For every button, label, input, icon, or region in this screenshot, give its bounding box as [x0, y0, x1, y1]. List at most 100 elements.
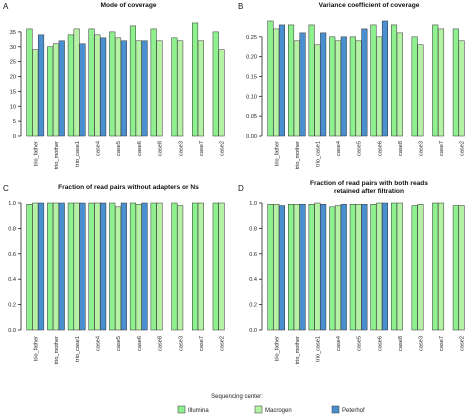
- category-label: case4: [95, 336, 101, 351]
- category-label: case2: [220, 336, 226, 351]
- bar-peterhof-case6: [381, 20, 388, 137]
- bar-illumina-case7: [432, 24, 439, 137]
- bar-peterhof-case4: [100, 37, 107, 137]
- bar-illumina-case4: [329, 206, 336, 331]
- category-label: case4: [336, 141, 342, 156]
- bar-macrogen-trio-case1: [314, 202, 321, 331]
- bar-macrogen-case4: [94, 34, 101, 137]
- panel-c: C Fraction of read pairs without adapters…: [3, 184, 226, 364]
- bar-illumina-trio-father: [267, 204, 274, 331]
- bar-macrogen-case7: [437, 202, 445, 331]
- bar-illumina-case4: [329, 36, 336, 137]
- y-tick-label: 0.6: [249, 252, 257, 258]
- panel-title-line: Fraction of read pairs without adapters …: [58, 184, 199, 191]
- bar-illumina-case7: [432, 202, 439, 331]
- bar-macrogen-case8: [396, 202, 403, 331]
- bar-macrogen-trio-case1: [73, 202, 80, 331]
- panel-letter: D: [238, 184, 244, 193]
- bar-illumina-trio-case1: [308, 24, 315, 137]
- category-label: trio_mother: [295, 141, 301, 169]
- bar-macrogen-case6: [135, 40, 142, 137]
- bar-macrogen-case3: [177, 40, 184, 137]
- bar-macrogen-case6: [135, 204, 142, 331]
- bar-macrogen-trio-father: [273, 28, 280, 137]
- legend-entries: Illumina Macrogen Peterhof: [177, 405, 365, 414]
- y-tick-label: 20: [10, 75, 16, 81]
- legend-swatch: [254, 405, 263, 414]
- bar-macrogen-case4: [334, 40, 342, 137]
- legend-label: Macrogen: [265, 408, 292, 414]
- bar-macrogen-case5: [355, 204, 362, 331]
- bar-illumina-case5: [109, 31, 116, 137]
- bar-macrogen-case8: [396, 32, 403, 137]
- panel-title-line: Mode of coverage: [100, 2, 156, 9]
- bar-illumina-trio-case1: [67, 34, 74, 137]
- category-label: trio_mother: [54, 336, 60, 364]
- legend-entry-illumina: Illumina: [177, 405, 209, 414]
- bar-illumina-case6: [370, 204, 377, 331]
- bar-illumina-case6: [129, 202, 137, 331]
- category-label: trio_case1: [316, 336, 322, 362]
- legend-title: Sequencing center:: [211, 394, 263, 400]
- category-label: case6: [137, 141, 143, 156]
- bars: [26, 22, 225, 137]
- bar-peterhof-case5: [120, 40, 127, 137]
- bar-peterhof-trio-father: [38, 202, 45, 331]
- category-label: trio_mother: [54, 141, 60, 169]
- category-label: case2: [460, 336, 466, 351]
- legend-label: Peterhof: [342, 408, 365, 414]
- bar-illumina-case4: [88, 202, 95, 331]
- bar-macrogen-trio-mother: [52, 202, 60, 331]
- y-tick-label: 0.0: [8, 328, 16, 334]
- category-label: trio_case1: [75, 336, 81, 362]
- bar-macrogen-case2: [218, 49, 225, 137]
- bar-illumina-trio-mother: [288, 204, 295, 331]
- category-label: case2: [220, 141, 226, 156]
- bar-macrogen-trio-case1: [314, 44, 321, 137]
- y-tick-label: 0.8: [249, 226, 257, 232]
- category-label: trio_father: [274, 141, 280, 166]
- y-tick-label: 30: [10, 45, 16, 51]
- bar-illumina-case6: [129, 25, 137, 137]
- bar-illumina-case2: [212, 31, 219, 137]
- bar-peterhof-case4: [340, 36, 347, 137]
- category-label: trio_case1: [75, 141, 81, 167]
- y-tick-label: 1.0: [249, 201, 257, 207]
- category-label: case4: [336, 336, 342, 351]
- bar-macrogen-case4: [94, 202, 101, 331]
- bar-macrogen-trio-mother: [293, 40, 300, 137]
- category-label: case6: [377, 336, 383, 351]
- bar-peterhof-case5: [120, 202, 127, 331]
- bar-macrogen-trio-case1: [73, 28, 80, 137]
- legend-swatch: [177, 405, 186, 414]
- category-label: case3: [419, 336, 425, 351]
- y-tick-label: 0.2: [8, 303, 16, 309]
- bar-macrogen-case6: [376, 202, 383, 331]
- y-tick-label: 0: [13, 134, 16, 140]
- bar-macrogen-case5: [355, 40, 362, 137]
- bar-macrogen-case7: [437, 28, 445, 137]
- legend: Sequencing center: Illumina Macrogen Peter…: [177, 394, 365, 414]
- y-tick-label: 25: [10, 60, 16, 66]
- bar-peterhof-case6: [141, 202, 148, 331]
- bar-macrogen-trio-father: [32, 49, 39, 137]
- bar-macrogen-case3: [417, 204, 424, 331]
- bar-illumina-case8: [391, 202, 398, 331]
- bar-illumina-case8: [150, 202, 157, 331]
- category-label: case4: [95, 141, 101, 156]
- bar-peterhof-trio-father: [278, 205, 285, 331]
- bar-macrogen-case3: [417, 44, 424, 137]
- bar-macrogen-case8: [156, 202, 163, 331]
- bar-illumina-trio-father: [267, 20, 274, 137]
- y-tick-label: 15: [10, 89, 16, 95]
- category-label: case7: [439, 336, 445, 351]
- bar-illumina-case2: [212, 202, 219, 331]
- bar-peterhof-trio-mother: [299, 204, 306, 331]
- panel-letter: C: [3, 184, 9, 193]
- y-tick-label: 0.25: [246, 35, 257, 41]
- bar-macrogen-case2: [458, 205, 465, 331]
- y-tick-label: 0.8: [8, 226, 16, 232]
- bar-peterhof-case5: [361, 28, 368, 137]
- category-label: case6: [137, 336, 143, 351]
- category-label: case5: [357, 336, 363, 351]
